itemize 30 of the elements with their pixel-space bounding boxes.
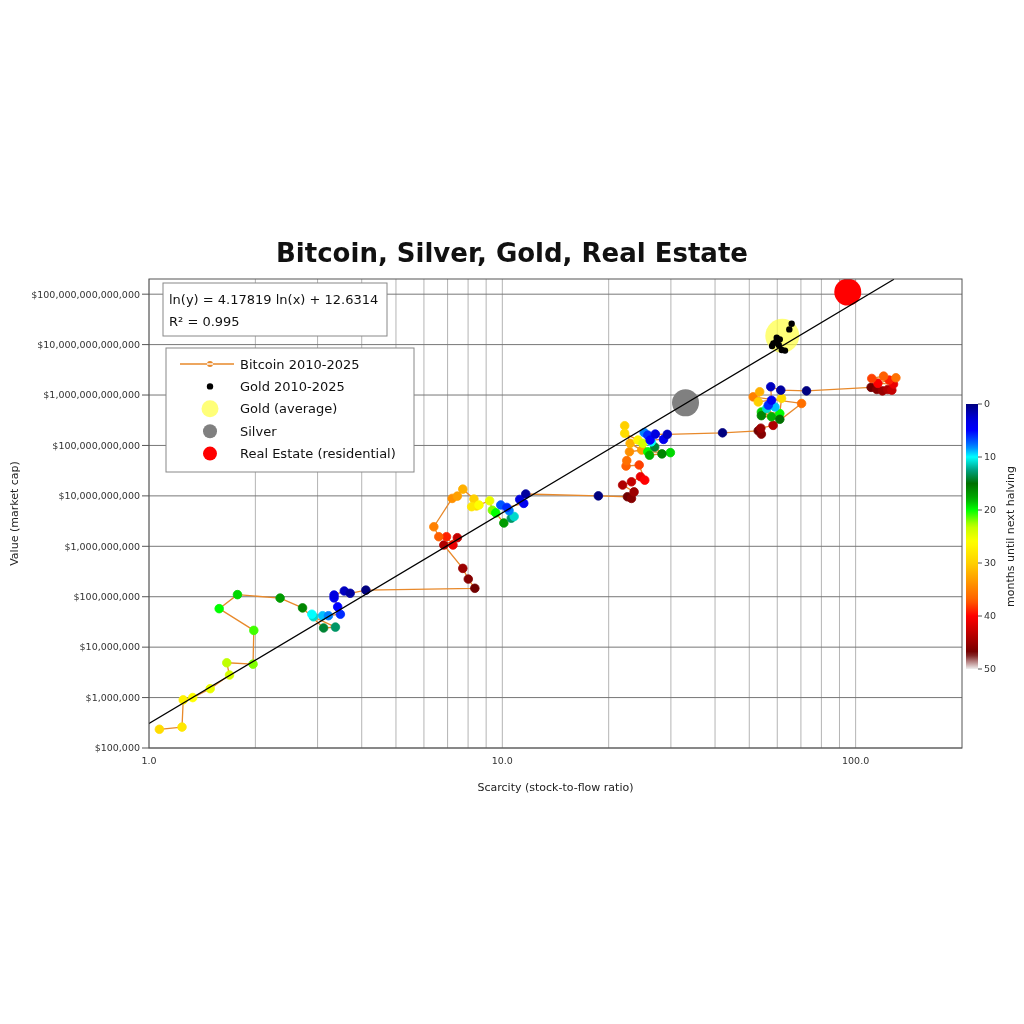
y-tick-label: $10,000,000,000,000 (37, 338, 140, 350)
legend-label: Gold 2010-2025 (240, 378, 345, 394)
x-axis-title: Scarcity (stock-to-flow ratio) (477, 781, 634, 794)
color-bar-label: 20 (984, 504, 997, 516)
y-tick-label: $1,000,000,000,000 (43, 389, 140, 401)
y-tick-label: $10,000,000 (79, 641, 140, 653)
x-tick-label: 100.0 (842, 755, 870, 766)
y-tick-label: $100,000,000,000,000 (31, 288, 140, 300)
y-axis-title: Value (market cap) (8, 461, 21, 566)
legend-label: Gold (average) (240, 401, 338, 417)
color-bar-label: 0 (984, 398, 991, 410)
y-tick-label: $1,000,000,000 (64, 540, 140, 552)
color-bar-title: months until next halving (1004, 466, 1017, 607)
y-tick-label: $10,000,000,000 (58, 490, 140, 502)
y-tick-label: $100,000,000,000 (52, 439, 140, 451)
legend-label: Silver (240, 423, 278, 439)
legend-label: Bitcoin 2010-2025 (240, 356, 360, 372)
y-tick-label: $100,000,000 (73, 591, 140, 603)
color-bar-label: 30 (984, 557, 997, 569)
chart-title: Bitcoin, Silver, Gold, Real Estate (276, 238, 748, 268)
annotation: R² = 0.995 (169, 313, 240, 329)
x-tick-label: 10.0 (491, 755, 513, 766)
y-tick-label: $1,000,000 (85, 691, 140, 703)
x-tick-label: 1.0 (141, 755, 157, 766)
legend-label: Real Estate (residential) (240, 446, 396, 462)
annotation: ln(y) = 4.17819 ln(x) + 12.6314 (169, 292, 379, 307)
y-tick-label: $100,000 (94, 742, 140, 754)
color-bar-label: 10 (984, 451, 997, 463)
color-bar-label: 40 (984, 610, 997, 622)
color-bar-label: 50 (984, 663, 997, 675)
